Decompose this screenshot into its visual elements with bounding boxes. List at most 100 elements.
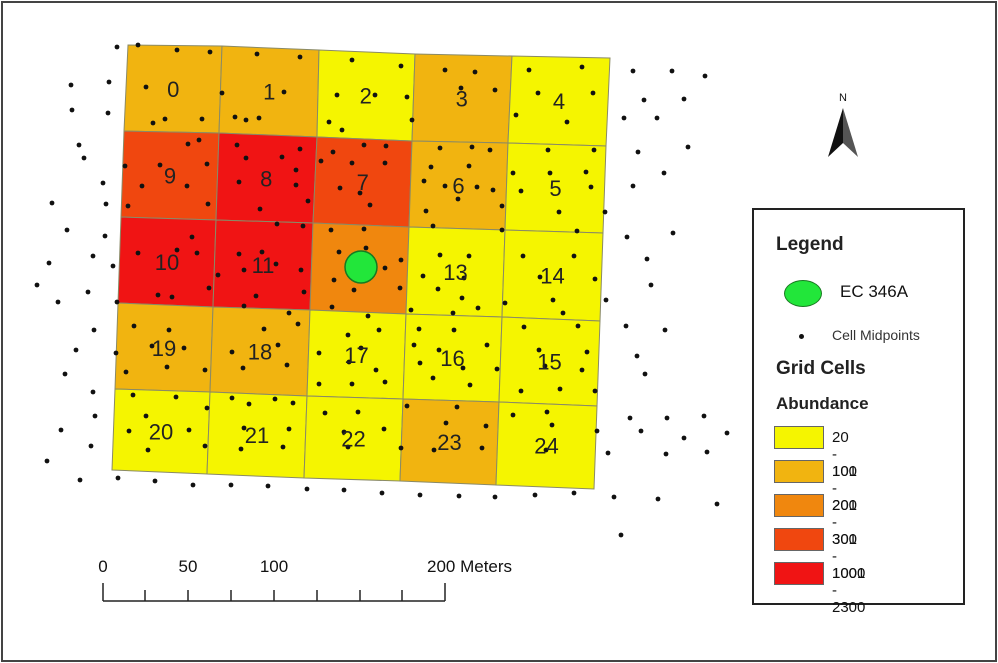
cell-midpoint (126, 428, 132, 434)
cell-midpoint (520, 253, 526, 259)
cell-midpoint (594, 428, 600, 434)
cell-midpoint (623, 323, 629, 329)
cell-midpoint (466, 253, 472, 259)
cell-midpoint (243, 117, 249, 123)
cell-midpoint (328, 227, 334, 233)
cell-midpoint (494, 366, 500, 372)
cell-midpoint (421, 178, 427, 184)
cell-midpoint (518, 388, 524, 394)
cell-midpoint (583, 169, 589, 175)
cell-midpoint (261, 326, 267, 332)
cell-midpoint (469, 144, 475, 150)
cell-midpoint (430, 375, 436, 381)
cell-midpoint (346, 359, 352, 365)
grid-cell-label: 15 (537, 350, 561, 375)
cell-midpoint (275, 342, 281, 348)
cell-midpoint (290, 400, 296, 406)
cell-midpoint (236, 179, 242, 185)
grid-cell-label: 11 (252, 253, 275, 278)
abundance-class-label: 301 - 1000 (832, 531, 866, 582)
cell-midpoint (130, 392, 136, 398)
grid-cell-label: 7 (357, 170, 369, 195)
cell-midpoint (355, 409, 361, 415)
grid-cell-label: 17 (344, 343, 368, 368)
abundance-title: Abundance (776, 394, 869, 413)
cell-midpoint (246, 401, 252, 407)
cell-midpoint (642, 371, 648, 377)
cell-midpoint (543, 447, 549, 453)
cell-midpoint (135, 42, 141, 48)
cell-midpoint (361, 226, 367, 232)
cell-midpoint (102, 233, 108, 239)
cell-midpoint (381, 426, 387, 432)
cell-midpoint (236, 251, 242, 257)
legend-box: Legend EC 346A Cell Midpoints Grid Cells… (752, 208, 965, 616)
cell-midpoint (349, 57, 355, 63)
cell-midpoint (139, 183, 145, 189)
cell-midpoint (143, 413, 149, 419)
cell-midpoint (382, 379, 388, 385)
grid-cells-layer (111, 44, 611, 490)
cell-midpoint (379, 490, 385, 496)
cell-midpoint (648, 282, 654, 288)
cell-midpoint (724, 430, 730, 436)
cell-midpoint (430, 223, 436, 229)
cell-midpoint (345, 332, 351, 338)
legend-title: Legend (776, 234, 844, 255)
cell-midpoint (556, 209, 562, 215)
cell-midpoint (169, 294, 175, 300)
cell-midpoint (579, 64, 585, 70)
cell-midpoint (114, 299, 120, 305)
cell-midpoint (361, 142, 367, 148)
cell-midpoint (91, 327, 97, 333)
cell-midpoint (436, 347, 442, 353)
cell-midpoint (365, 313, 371, 319)
cell-midpoint (174, 247, 180, 253)
cell-midpoint (472, 69, 478, 75)
cell-midpoint (467, 382, 473, 388)
grid-cell-label: 21 (245, 423, 269, 448)
cell-midpoint (662, 327, 668, 333)
cell-midpoint (349, 381, 355, 387)
cell-midpoint (318, 158, 324, 164)
cell-midpoint (189, 234, 195, 240)
cell-midpoint (259, 249, 265, 255)
cell-midpoint (131, 323, 137, 329)
cell-midpoint (592, 276, 598, 282)
station-marker[interactable] (344, 250, 378, 284)
cell-midpoint (135, 250, 141, 256)
cell-midpoint (621, 115, 627, 121)
abundance-class-label: 20 - 100 (832, 429, 858, 480)
cell-midpoint (542, 363, 548, 369)
cell-midpoint (579, 367, 585, 373)
cell-midpoint (526, 67, 532, 73)
cell-midpoint (411, 342, 417, 348)
cell-midpoint (423, 208, 429, 214)
cell-midpoint (331, 277, 337, 283)
cell-midpoint (363, 245, 369, 251)
cell-midpoint (382, 160, 388, 166)
cell-midpoint (280, 444, 286, 450)
north-arrow-left-icon (828, 108, 843, 157)
cell-midpoints-layer (34, 42, 730, 538)
cell-midpoint (298, 267, 304, 273)
cell-midpoint (184, 183, 190, 189)
cell-midpoint (202, 443, 208, 449)
cell-midpoint (592, 388, 598, 394)
cell-midpoint (100, 180, 106, 186)
cell-midpoint (256, 115, 262, 121)
cell-midpoint (293, 182, 299, 188)
cell-midpoint (85, 289, 91, 295)
cell-midpoint (279, 154, 285, 160)
cell-midpoint (544, 409, 550, 415)
cell-midpoint (602, 209, 608, 215)
cell-midpoint (510, 412, 516, 418)
cell-midpoint (334, 92, 340, 98)
cell-midpoint (409, 117, 415, 123)
cell-midpoint (545, 147, 551, 153)
cell-midpoint (106, 79, 112, 85)
cell-midpoint (207, 49, 213, 55)
cell-midpoint (58, 427, 64, 433)
grid-cell[interactable] (495, 401, 598, 490)
cell-midpoint (484, 342, 490, 348)
